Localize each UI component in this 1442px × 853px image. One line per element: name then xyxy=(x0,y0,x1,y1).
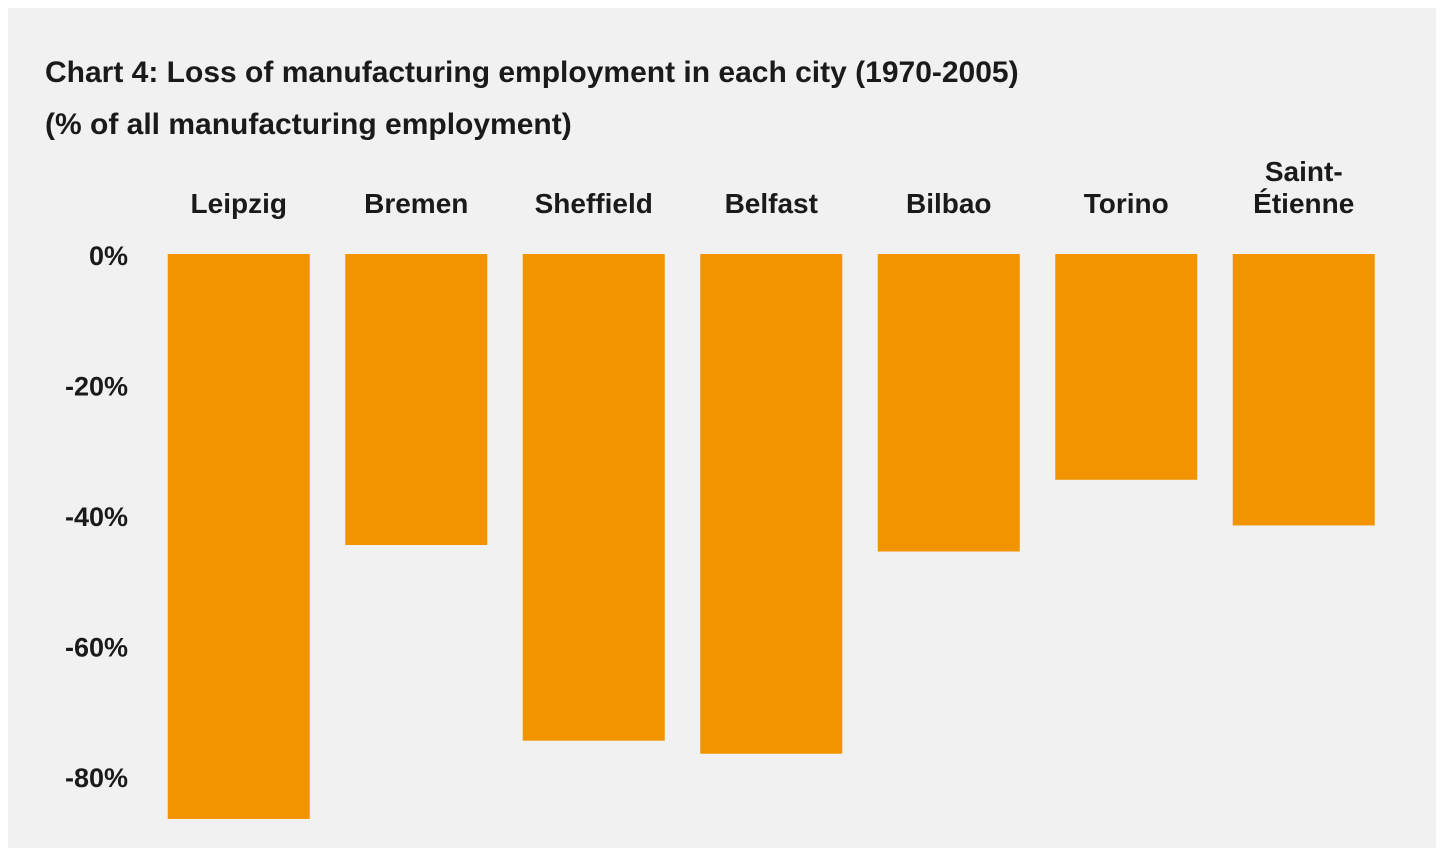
y-tick-label: -80% xyxy=(65,763,128,793)
x-tick-label: Torino xyxy=(1083,188,1169,219)
x-tick-label: Belfast xyxy=(724,188,818,219)
bar xyxy=(1055,254,1198,480)
bar xyxy=(167,254,310,819)
y-tick-label: 0% xyxy=(89,241,128,271)
bar xyxy=(700,254,843,754)
bar xyxy=(877,254,1020,552)
x-tick-label: Sheffield xyxy=(534,188,653,219)
y-tick-label: -20% xyxy=(65,372,128,402)
bar xyxy=(1232,254,1375,526)
bar xyxy=(522,254,665,741)
y-tick-label: -40% xyxy=(65,502,128,532)
y-tick-label: -60% xyxy=(65,632,128,662)
x-tick-label: Saint-Étienne xyxy=(1253,156,1355,219)
x-tick-label: Bilbao xyxy=(905,188,992,219)
x-tick-label: Leipzig xyxy=(190,188,287,219)
bar xyxy=(345,254,488,545)
chart-subtitle: (% of all manufacturing employment) xyxy=(45,108,572,141)
x-tick-label: Bremen xyxy=(364,188,469,219)
chart-title: Chart 4: Loss of manufacturing employmen… xyxy=(45,56,1019,89)
